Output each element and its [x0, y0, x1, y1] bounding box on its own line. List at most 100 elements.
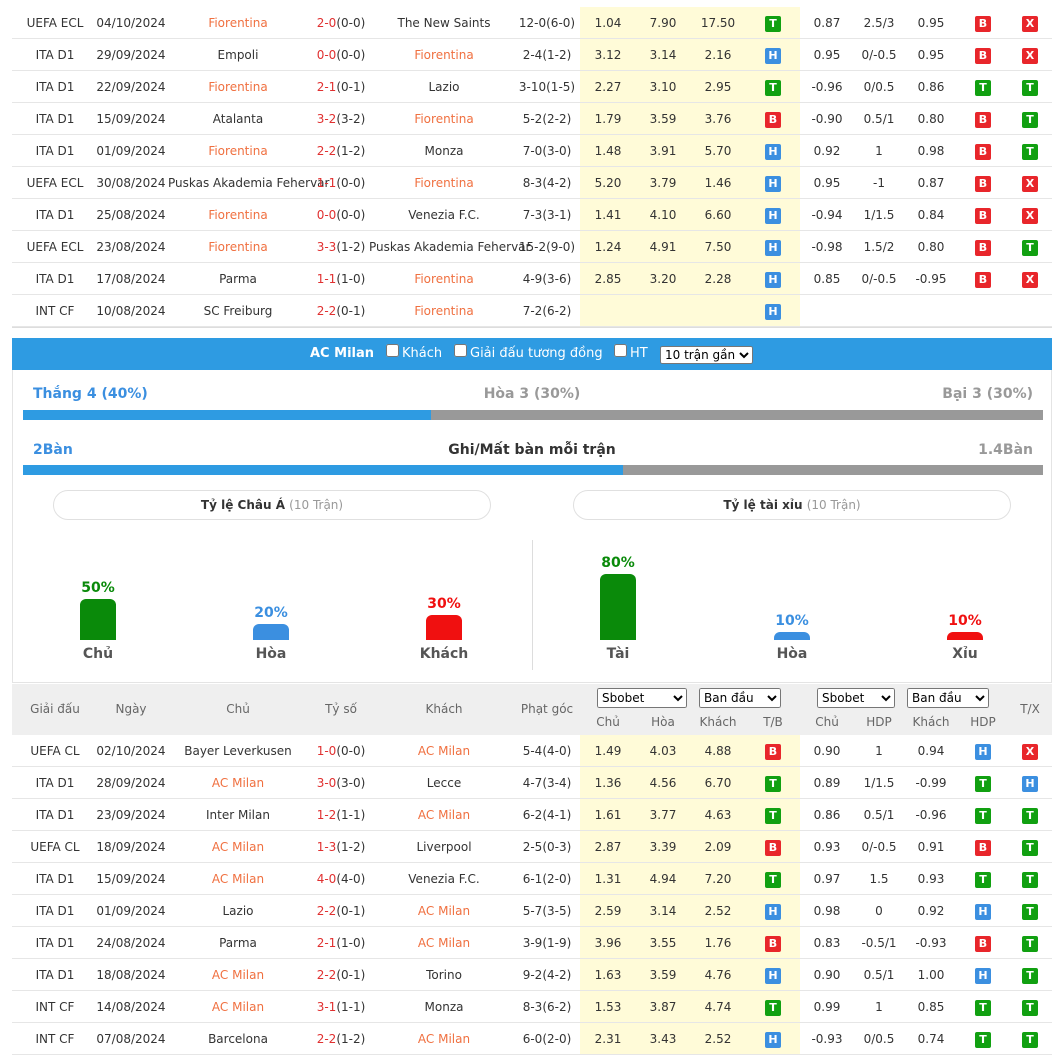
- score: 2-2: [316, 304, 337, 318]
- cell: 3.39: [638, 831, 688, 863]
- cell: ITA D1: [15, 263, 95, 295]
- badge: X: [1022, 175, 1038, 192]
- header-cell: Tỷ số: [325, 702, 357, 716]
- cell: 0/-0.5: [854, 263, 904, 295]
- cell: 0.90: [802, 735, 852, 767]
- cell: 7-0(3-0): [515, 135, 579, 167]
- cell: 0.98: [906, 135, 956, 167]
- bar: [600, 574, 636, 640]
- line: 1.5: [869, 872, 889, 886]
- badge: H: [765, 967, 781, 984]
- team: Parma: [219, 936, 257, 950]
- badge: H: [975, 903, 991, 920]
- cell: ITA D1: [15, 927, 95, 959]
- option: Khách: [382, 338, 442, 370]
- odd: 1.53: [594, 1000, 622, 1014]
- checkbox[interactable]: [386, 344, 399, 357]
- badge: X: [1022, 15, 1038, 32]
- cell: 0.83: [802, 927, 852, 959]
- badge: H: [765, 1031, 781, 1048]
- cell: AC Milan: [168, 863, 308, 895]
- badge: X: [1022, 271, 1038, 288]
- cell: 1: [854, 135, 904, 167]
- header-cell: Ngày: [115, 702, 147, 716]
- badge: B: [975, 143, 991, 160]
- odd: 7.50: [704, 240, 732, 254]
- team: Fiorentina: [414, 112, 474, 126]
- cell: 0.93: [802, 831, 852, 863]
- team: Venezia F.C.: [408, 208, 480, 222]
- cell: Venezia F.C.: [369, 199, 519, 231]
- cell: 1.79: [583, 103, 633, 135]
- row-line: [12, 894, 1052, 895]
- checkbox[interactable]: [614, 344, 627, 357]
- cell: H: [753, 39, 793, 71]
- cell: 24/08/2024: [93, 927, 169, 959]
- odd: 3.96: [594, 936, 622, 950]
- cell: 1.53: [583, 991, 633, 1023]
- odd: 2.52: [704, 1032, 732, 1046]
- cell: B: [963, 831, 1003, 863]
- match-count-select[interactable]: 10 trận gần: [660, 346, 753, 364]
- cell: 0/-0.5: [854, 39, 904, 71]
- bar-name: Hòa: [255, 646, 287, 662]
- score-ht: (0-1): [336, 304, 366, 318]
- cell: 0.89: [802, 767, 852, 799]
- cell: 17/08/2024: [93, 263, 169, 295]
- cell: T: [1010, 895, 1050, 927]
- odd: 4.74: [704, 1000, 732, 1014]
- team: Fiorentina: [208, 144, 268, 158]
- divider: [532, 540, 533, 670]
- badge: X: [1022, 47, 1038, 64]
- cell: 0.87: [802, 7, 852, 39]
- score-ht: (0-1): [336, 904, 366, 918]
- row-line: [12, 134, 1052, 135]
- score-ht: (1-2): [336, 1032, 366, 1046]
- badge: B: [975, 111, 991, 128]
- team: AC Milan: [211, 776, 265, 790]
- badge: T: [1022, 807, 1038, 824]
- odds-bg: [580, 199, 800, 230]
- odd: 3.55: [649, 936, 677, 950]
- line: 1.5/2: [863, 240, 895, 254]
- cell: 0/0.5: [854, 1023, 904, 1055]
- cell: Bayer Leverkusen: [168, 735, 308, 767]
- cell: T: [1010, 231, 1050, 263]
- odd: 2.85: [594, 272, 622, 286]
- cell: 1: [854, 991, 904, 1023]
- bookmaker-select[interactable]: Sbobet: [817, 688, 895, 708]
- odd: 2.52: [704, 904, 732, 918]
- bar-name: Khách: [419, 646, 469, 662]
- header-cell: Khách: [425, 702, 463, 716]
- cell: 12-0(6-0): [515, 7, 579, 39]
- cell: 0.85: [906, 991, 956, 1023]
- cell: 2.16: [693, 39, 743, 71]
- odd: 5.70: [704, 144, 732, 158]
- odds-bg: [580, 7, 800, 38]
- badge: T: [975, 999, 991, 1016]
- team: Fiorentina: [208, 80, 268, 94]
- date: 23/08/2024: [96, 240, 166, 254]
- checkbox[interactable]: [454, 344, 467, 357]
- score-ht: (1-2): [336, 144, 366, 158]
- cell: 1/1.5: [854, 767, 904, 799]
- cell: T: [1010, 991, 1050, 1023]
- score: 1-0: [316, 744, 337, 758]
- cell: T: [1010, 135, 1050, 167]
- bookmaker-select[interactable]: Sbobet: [597, 688, 687, 708]
- badge: H: [1022, 775, 1038, 792]
- bookmaker-select[interactable]: Ban đầu: [699, 688, 781, 708]
- odd: 0.86: [813, 808, 841, 822]
- odd: -0.99: [915, 776, 947, 790]
- cell: [693, 295, 743, 327]
- cell: AC Milan: [369, 895, 519, 927]
- score: 2-2: [316, 1032, 337, 1046]
- odd: 0.99: [813, 1000, 841, 1014]
- odds-bg: [580, 1023, 800, 1054]
- cell: Fiorentina: [369, 103, 519, 135]
- bookmaker-select[interactable]: Ban đầu: [907, 688, 989, 708]
- odds-bg: [580, 767, 800, 798]
- cell: 6-0(2-0): [515, 1023, 579, 1055]
- cell: -0.95: [906, 263, 956, 295]
- score-ht: (0-0): [336, 208, 366, 222]
